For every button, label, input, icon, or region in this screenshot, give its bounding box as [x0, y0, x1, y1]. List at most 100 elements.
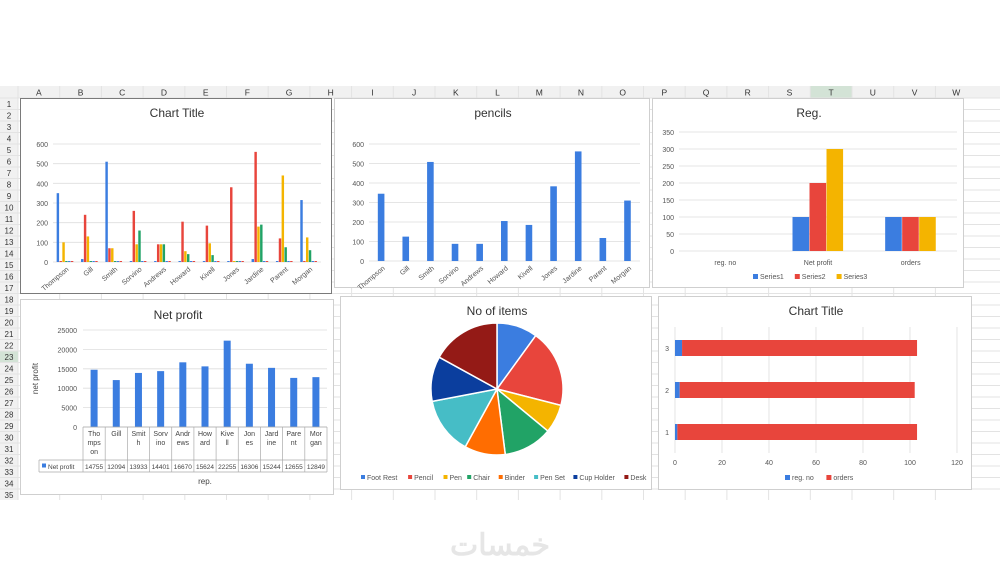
- table-value: 12849: [307, 464, 325, 471]
- table-category-label: Mor: [310, 431, 323, 438]
- legend-label: Binder: [505, 475, 526, 482]
- bar-andrews: [156, 244, 160, 262]
- chart-title-multi-series[interactable]: Chart Title 0 100 200 300 400 500 600 Thompson Gi…: [20, 98, 332, 294]
- bar-parent: [599, 237, 607, 261]
- bar-sorvino: [132, 210, 136, 262]
- legend-label: Cup Holder: [579, 475, 615, 482]
- bar-gill: [112, 380, 120, 427]
- x-tick-label: 100: [904, 460, 916, 467]
- x-tick-label: Sorvino: [121, 266, 144, 287]
- row-header-23: 23: [5, 353, 14, 362]
- table-value: 22255: [218, 464, 236, 471]
- bar-kivell: [202, 261, 206, 262]
- bar-sorvino: [157, 371, 165, 427]
- table-category-label: Kive: [220, 431, 234, 438]
- bar-jones: [232, 261, 236, 262]
- x-tick-label: Gill: [83, 266, 96, 278]
- row-header-3: 3: [7, 123, 12, 132]
- column-header-B: B: [78, 88, 84, 98]
- y-tick-label: 100: [36, 240, 48, 247]
- y-tick-label: 50: [666, 232, 674, 239]
- row-header-1: 1: [7, 100, 12, 109]
- column-header-C: C: [119, 88, 125, 98]
- table-value: 15244: [263, 464, 281, 471]
- bar-parent: [281, 175, 285, 262]
- bar-reg-no-3: [675, 340, 683, 356]
- bar-jardine: [254, 151, 257, 262]
- x-tick-label: 120: [951, 460, 963, 467]
- x-tick-label: Thompson: [41, 266, 71, 293]
- bar-smith: [105, 161, 108, 262]
- bar-howard: [192, 261, 196, 262]
- bar-kivell: [208, 243, 211, 262]
- bar-jones: [238, 261, 242, 262]
- chart-pencils[interactable]: pencils 0 100 200 300 400 500 600 Thompson Gill Sm…: [334, 98, 650, 289]
- column-header-O: O: [619, 88, 626, 98]
- bar-morgan: [314, 261, 317, 262]
- bar-howard: [201, 366, 209, 427]
- bar-orders: [885, 217, 902, 251]
- y-tick-label: 100: [662, 215, 674, 222]
- bar-gill: [86, 236, 90, 262]
- bar-kivell: [205, 225, 209, 262]
- bar-kivell: [217, 261, 220, 262]
- bar-parent: [284, 247, 287, 262]
- row-header-28: 28: [5, 411, 14, 420]
- row-header-14: 14: [5, 250, 14, 259]
- row-header-22: 22: [5, 342, 14, 351]
- legend-swatch: [836, 274, 842, 279]
- column-header-P: P: [662, 88, 668, 98]
- x-tick-label: Kivell: [199, 266, 217, 282]
- bar-jardine: [265, 261, 269, 262]
- x-tick-label: orders: [901, 260, 921, 267]
- bar-morgan: [300, 200, 303, 262]
- chart-title: Chart Title: [789, 304, 844, 318]
- x-tick-label: Andrews: [143, 266, 169, 289]
- pie-slice-pencil: [495, 334, 564, 407]
- selected-column-header: [810, 86, 852, 98]
- y-tick-label: 400: [36, 181, 48, 188]
- column-header-Q: Q: [703, 88, 710, 98]
- column-header-E: E: [203, 88, 209, 98]
- legend-swatch: [624, 475, 629, 479]
- chart-net-profit[interactable]: Net profit 0 5000 10000 15000 20000 25000 net p…: [20, 299, 334, 495]
- column-header-S: S: [787, 88, 793, 98]
- row-header-13: 13: [5, 238, 14, 247]
- table-category-label: ll: [226, 440, 230, 447]
- chart-title-horizontal[interactable]: Chart Title 0 20 40 60 80 100 120 1 2 3 reg. no orde…: [658, 296, 972, 490]
- bar-orders: [902, 217, 919, 251]
- column-header-V: V: [912, 88, 918, 98]
- y-tick-label: 200: [352, 220, 364, 227]
- bar-jones: [241, 261, 244, 262]
- bar-kivell: [223, 340, 231, 427]
- bar-smith: [119, 261, 123, 262]
- chart-reg[interactable]: Reg. 0 50 100 150 200 250 300 350 reg. no Net prof…: [652, 98, 964, 288]
- x-tick-label: Jones: [540, 265, 559, 283]
- bar-net-profit: [826, 149, 844, 251]
- row-header-30: 30: [5, 434, 14, 443]
- bar-jones: [227, 261, 230, 262]
- bar-morgan: [311, 261, 315, 262]
- column-header-W: W: [952, 88, 960, 98]
- y-tick-label: 300: [352, 201, 364, 208]
- pie-slice-desk: [438, 322, 498, 391]
- y-tick-label: 15000: [58, 367, 78, 374]
- legend-swatch: [467, 475, 472, 479]
- legend-swatch: [753, 274, 758, 279]
- y-tick-label: 25000: [58, 328, 78, 335]
- legend-swatch: [794, 274, 800, 279]
- chart-no-of-items-pie[interactable]: No of items Foot Rest Pencil Pen Chair Binder…: [340, 296, 652, 490]
- legend-swatch: [361, 475, 365, 479]
- row-header-9: 9: [7, 192, 12, 201]
- bar-andrews: [179, 362, 187, 427]
- bar-gill: [83, 214, 87, 262]
- bar-net-profit: [792, 217, 810, 251]
- y-tick-label: 400: [352, 181, 364, 188]
- column-header-A: A: [36, 88, 42, 98]
- column-header-U: U: [870, 88, 876, 98]
- legend-swatch: [826, 475, 832, 480]
- row-header-18: 18: [5, 296, 14, 305]
- legend-label: Desk: [630, 475, 646, 482]
- row-header-2: 2: [7, 112, 12, 121]
- bar-smith: [427, 161, 434, 261]
